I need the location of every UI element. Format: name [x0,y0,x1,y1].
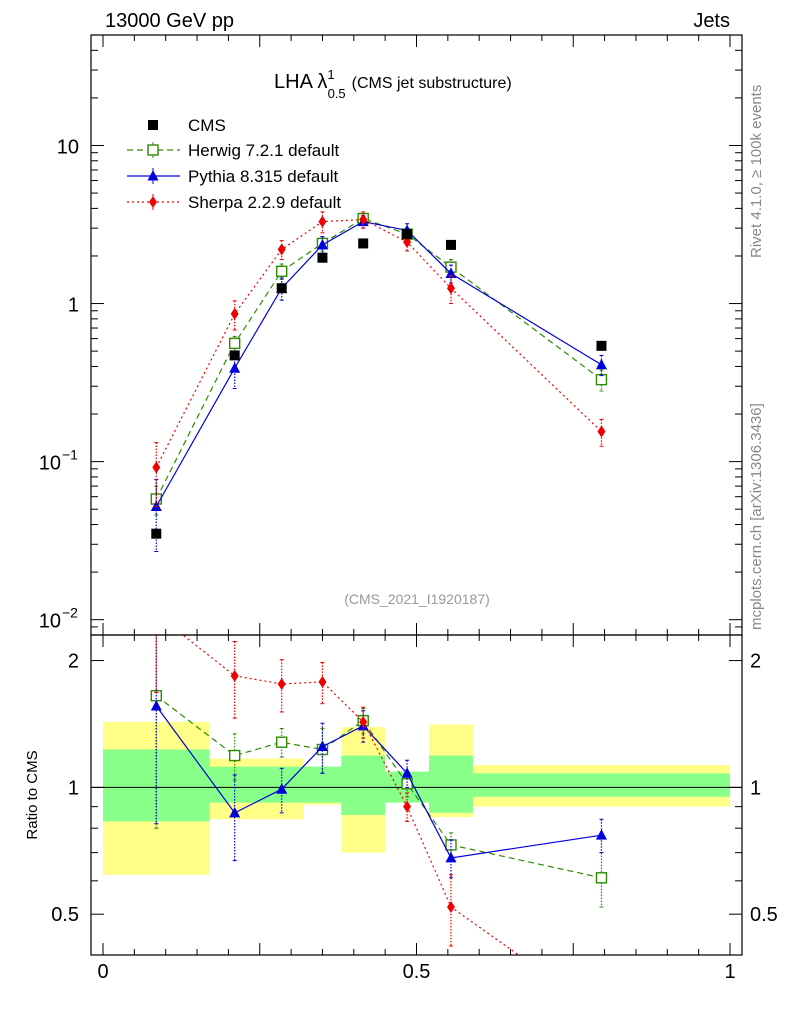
pythia-ratio-point [401,767,413,778]
sherpa-series-ratio [152,608,605,1020]
pythia-ratio-point [276,783,288,794]
pythia-ratio-point [229,806,241,818]
ratio-axis-label: Ratio to CMS [24,750,41,839]
sherpa-ratio-line [181,635,520,955]
y-tick-label: 10 [39,611,61,633]
sherpa-point [152,461,161,474]
ratio-y-tick-label: 0.5 [51,904,79,926]
ratio-y-tick-label-right: 2 [750,651,761,673]
legend-sherpa-label: Sherpa 2.2.9 default [188,193,341,212]
pythia-ratio-point [150,700,162,711]
title-superscript: 1 [327,67,334,82]
legend: CMS Herwig 7.2.1 default Pythia 8.315 defa… [127,116,341,212]
pythia-line [155,220,602,507]
legend-pythia-label: Pythia 8.315 default [188,167,339,186]
y-tick-exponent: −1 [62,447,78,463]
tick-marks [91,34,742,956]
sherpa-point [359,213,368,226]
sherpa-ratio-point [230,669,239,682]
herwig-line [155,217,602,500]
herwig-ratio-point [275,736,288,748]
title-subscript: 0.5 [328,86,346,101]
sherpa-point [446,282,455,295]
pythia-point [229,362,241,373]
x-tick-label: 0.5 [403,961,431,983]
herwig-point [275,265,288,277]
cms-point [276,283,287,294]
sherpa-ratio-point [359,715,368,728]
energy-label: 13000 GeV pp [105,10,234,32]
pythia-series-main [150,215,607,552]
sherpa-point [230,307,239,320]
sherpa-ratio-point [403,800,412,813]
y-tick-exponent: −2 [62,605,78,621]
pythia-point [316,238,328,250]
ratio-plot-area [150,608,608,1020]
ratio-y-tick-label-right: 1 [750,777,761,799]
sherpa-series-main [152,211,606,508]
herwig-point [228,337,241,350]
ratio-y-tick-label: 1 [68,777,79,799]
herwig-ratio-line [155,695,602,879]
cms-point [596,340,607,351]
band-inner [209,766,304,803]
analysis-watermark: (CMS_2021_I1920187) [344,591,490,607]
sherpa-ratio-point [318,675,327,688]
y-tick-label: 10 [39,453,61,475]
legend-herwig-label: Herwig 7.2.1 default [188,141,339,160]
legend-sherpa-marker [149,196,157,208]
band-inner [341,755,386,815]
cms-point [402,229,413,240]
sherpa-ratio-point [446,901,455,914]
y-tick-label: 1 [68,295,79,317]
title-suffix: (CMS jet substructure) [352,75,512,92]
herwig-ratio-point [228,749,241,762]
y-tick-label: 10 [57,136,79,158]
legend-cms-label: CMS [188,116,226,135]
title-main: LHA λ [274,71,327,93]
sherpa-ratio-point [277,677,286,690]
process-label: Jets [693,10,730,32]
sherpa-point [597,425,606,438]
cms-point [317,252,328,263]
cms-point [229,350,240,361]
plot-title: LHA λ1 0.5 (CMS jet substructure) [274,67,512,101]
cms-point [445,239,456,250]
x-tick-label: 0 [97,961,108,983]
pythia-ratio-point [445,851,457,863]
ratio-y-tick-label-right: 0.5 [750,904,778,926]
legend-cms-marker [148,120,158,130]
pythia-point [445,267,457,278]
legend-herwig-marker [147,144,159,156]
sherpa-point [318,215,327,228]
pythia-ratio-point [595,829,607,840]
band-inner [472,773,730,797]
pythia-ratio-point [316,740,328,752]
x-tick-label: 1 [724,961,735,983]
herwig-point [595,373,608,386]
herwig-series-main [150,212,608,516]
main-plot-area [150,211,608,552]
cms-point [358,238,369,249]
sherpa-ratio-point [597,1008,605,1020]
cms-point [151,528,162,539]
pythia-ratio-line [155,705,602,859]
pythia-series-ratio [150,635,607,879]
sherpa-ratio-point [152,608,160,620]
uncertainty-bands [103,721,730,875]
cms-data-points [151,229,607,539]
sherpa-point [277,243,286,256]
sherpa-line [155,218,602,468]
pythia-point [595,358,607,370]
ratio-y-tick-label: 2 [68,651,79,673]
herwig-ratio-point [595,872,608,884]
legend-pythia-marker [147,170,159,181]
band-inner [429,755,473,813]
